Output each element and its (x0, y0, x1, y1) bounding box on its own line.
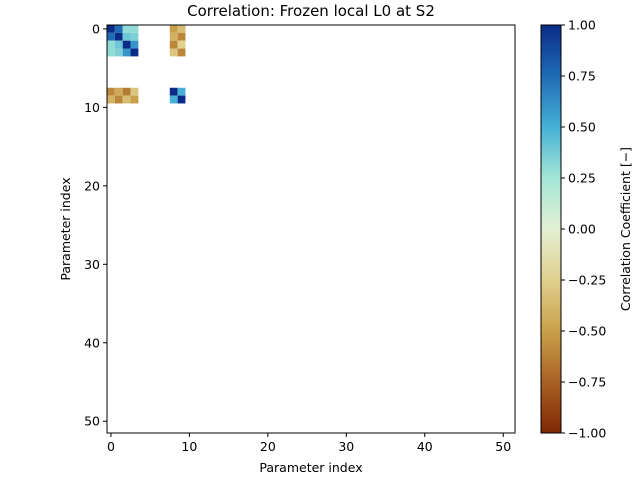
x-tick-label: 10 (181, 439, 197, 454)
heatmap-cell (114, 87, 123, 96)
colorbar-tick-label: 0.75 (568, 69, 596, 84)
colorbar-tick-label: −1.00 (568, 426, 606, 441)
heatmap-cell (130, 40, 139, 49)
colorbar-tick-label: 1.00 (568, 18, 596, 33)
heatmap-cell (130, 95, 139, 104)
heatmap-cell (114, 40, 123, 49)
colorbar-tick-label: −0.75 (568, 375, 606, 390)
heatmap-cell (107, 48, 115, 57)
heatmap-cell (130, 32, 139, 41)
y-axis-label: Parameter index (58, 177, 73, 280)
heatmap-cell (177, 48, 186, 57)
colorbar-tick-label: −0.50 (568, 324, 606, 339)
heatmap-cell (114, 32, 123, 41)
x-tick-label: 40 (417, 439, 433, 454)
x-tick-label: 50 (495, 439, 511, 454)
heatmap-cell (169, 32, 178, 41)
heatmap-cell (107, 87, 115, 96)
y-tick-label: 30 (84, 257, 100, 272)
heatmap-cell (177, 95, 186, 104)
heatmap-cell (177, 40, 186, 49)
heatmap-cell (122, 32, 131, 41)
y-axis-ticks: 0 10 20 30 40 50 (84, 21, 107, 429)
y-tick-label: 50 (84, 414, 100, 429)
colorbar-tick-label: −0.25 (568, 273, 606, 288)
y-tick-label: 0 (92, 21, 100, 36)
heatmap-cell (122, 48, 131, 57)
y-tick-label: 40 (84, 335, 100, 350)
y-tick-label: 20 (84, 178, 100, 193)
heatmap-cell (122, 87, 131, 96)
heatmap-cell (169, 48, 178, 57)
heatmap-cell (122, 95, 131, 104)
heatmap-cell (169, 25, 178, 33)
x-tick-label: 0 (107, 439, 115, 454)
colorbar-ticks: 1.00 0.75 0.50 0.25 0.00 −0.25 −0.50 −0.75 −1.00 (561, 18, 606, 441)
heatmap-cell (177, 32, 186, 41)
colorbar-tick-label: 0.00 (568, 222, 596, 237)
heatmap-cell (169, 95, 178, 104)
colorbar-label: Correlation Coefficient [−] (618, 147, 633, 311)
heatmap-cells (107, 25, 186, 104)
heatmap-cell (177, 87, 186, 96)
x-tick-label: 20 (260, 439, 276, 454)
chart-title: Correlation: Frozen local L0 at S2 (187, 2, 435, 20)
heatmap-cell (114, 25, 123, 33)
x-axis-label: Parameter index (259, 460, 362, 475)
heatmap-cell (130, 48, 139, 57)
colorbar (540, 24, 562, 434)
colorbar-tick-label: 0.25 (568, 171, 596, 186)
heatmap-cell (107, 95, 115, 104)
heatmap-cell (122, 40, 131, 49)
x-axis-ticks: 0 10 20 30 40 50 (107, 433, 511, 454)
heatmap-cell (169, 40, 178, 49)
heatmap-cell (122, 25, 131, 33)
heatmap-cell (169, 87, 178, 96)
y-tick-label: 10 (84, 100, 100, 115)
heatmap-cell (130, 25, 139, 33)
heatmap-cell (114, 48, 123, 57)
heatmap-cell (107, 32, 115, 41)
heatmap-cell (107, 25, 115, 33)
colorbar-tick-label: 0.50 (568, 120, 596, 135)
heatmap-cell (107, 40, 115, 49)
plot-frame (106, 24, 516, 434)
heatmap-cell (130, 87, 139, 96)
heatmap-cell (114, 95, 123, 104)
x-tick-label: 30 (338, 439, 354, 454)
heatmap-cell (177, 25, 186, 33)
